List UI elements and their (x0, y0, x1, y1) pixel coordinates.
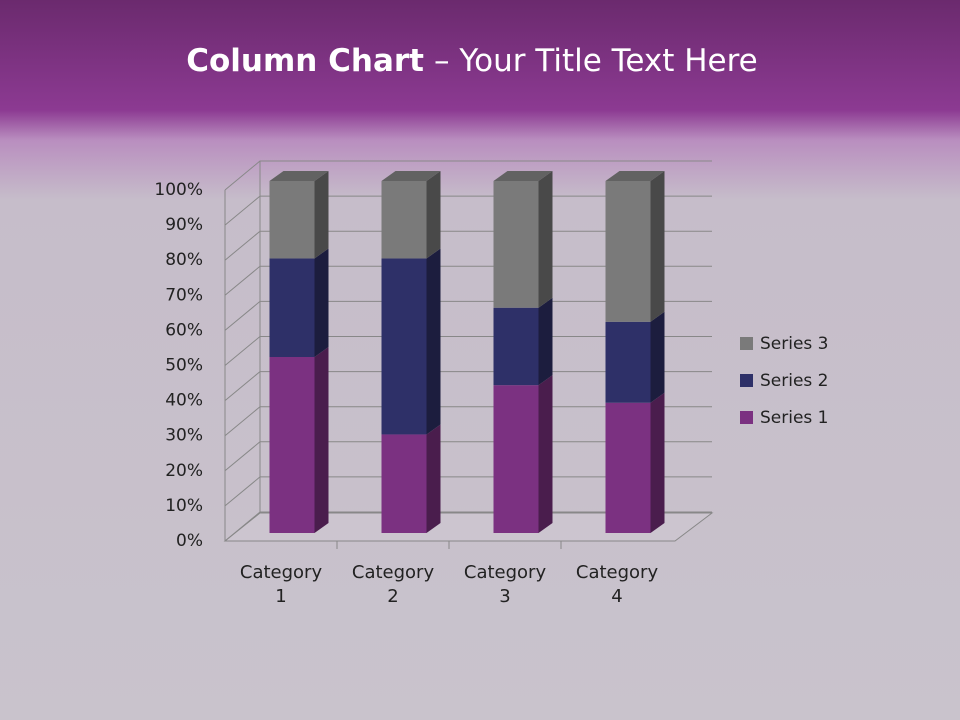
grid-line (224, 195, 712, 226)
bar-side (314, 171, 329, 259)
bar (493, 385, 539, 533)
bar (605, 181, 651, 322)
grid-line (224, 511, 712, 542)
grid-line (224, 371, 712, 401)
grid-line (224, 300, 712, 331)
grid-line (224, 476, 712, 507)
bar-side (314, 248, 329, 357)
slide-title: Column Chart – Your Title Text Here (186, 43, 758, 79)
y-tick-label: 100% (154, 180, 203, 200)
bar-top (269, 171, 329, 181)
legend-label: Series 3 (760, 334, 829, 354)
grid-line (224, 230, 712, 261)
grid-line (224, 160, 712, 191)
grid-line (224, 336, 712, 366)
bar-side (426, 248, 441, 435)
legend-swatch (740, 337, 753, 350)
legend-label: Series 2 (760, 371, 829, 391)
y-tick-label: 10% (165, 496, 203, 516)
y-tick-label: 20% (165, 461, 203, 481)
bar (269, 357, 315, 533)
x-tick-label: Category 1 (239, 562, 323, 607)
title-rest: – Your Title Text Here (434, 43, 758, 79)
bar (269, 258, 315, 357)
x-tick-label: Category 3 (463, 562, 547, 607)
legend-label: Series 1 (760, 408, 829, 428)
grid-line (224, 441, 712, 472)
bar-top (381, 171, 441, 181)
grid-line (224, 265, 712, 296)
y-tick-label: 30% (165, 426, 203, 446)
bar-top (493, 171, 553, 181)
y-tick-label: 50% (165, 356, 203, 376)
bar-side (538, 375, 553, 533)
y-tick-label: 90% (165, 215, 203, 235)
x-tick-label: Category 2 (351, 562, 435, 607)
y-tick-label: 60% (165, 320, 203, 340)
legend-swatch (740, 374, 753, 387)
x-tick-label: Category 4 (575, 562, 659, 607)
y-tick-label: 40% (165, 391, 203, 411)
bar-side (650, 171, 665, 322)
bar (381, 181, 427, 259)
bar-side (314, 347, 329, 533)
y-tick-label: 0% (176, 531, 203, 551)
bar (493, 307, 539, 386)
bar (605, 402, 651, 533)
bar-side (538, 297, 553, 386)
bar-side (426, 424, 441, 533)
bar-side (538, 171, 553, 308)
bar-side (650, 392, 665, 533)
legend-swatch (740, 411, 753, 424)
bar (381, 434, 427, 533)
bar (381, 258, 427, 435)
bar-side (650, 311, 665, 403)
bar (493, 181, 539, 308)
bar-side (426, 171, 441, 259)
grid-line (224, 406, 712, 437)
bar (269, 181, 315, 259)
bar-top (605, 171, 665, 181)
bar (605, 321, 651, 403)
y-tick-label: 70% (165, 285, 203, 305)
title-bold: Column Chart (186, 43, 424, 79)
y-tick-label: 80% (165, 250, 203, 270)
